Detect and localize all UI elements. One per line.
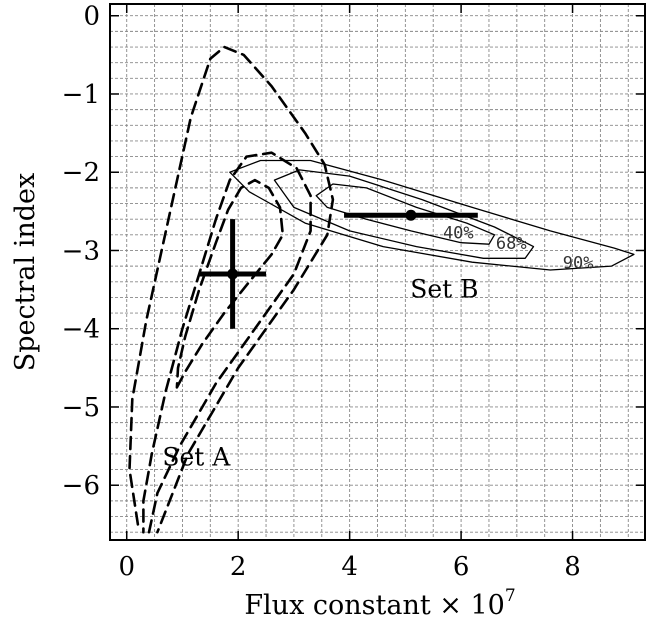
x-tick-label: 6 [453,552,470,582]
x-tick-labels: 0 2 4 6 8 [118,552,580,582]
y-tick-label: −2 [62,158,100,188]
x-axis-exponent: 7 [505,586,516,606]
set-a-best-fit-point [227,268,239,280]
x-tick-label: 8 [564,552,581,582]
y-tick-label: −5 [62,393,100,423]
set-label: Set A [162,443,231,472]
y-tick-label: −1 [62,80,100,110]
y-tick-label: −4 [62,315,100,345]
x-tick-label: 2 [230,552,247,582]
set-b-best-fit-point [405,209,417,221]
x-axis-title: Flux constant × 107 [244,586,515,621]
x-tick-label: 0 [118,552,135,582]
contour-label: 68% [496,234,527,254]
x-tick-label: 4 [341,552,358,582]
y-tick-label: 0 [83,2,100,32]
y-tick-labels: 0 −1 −2 −3 −4 −5 −6 [62,2,100,501]
axis-ticks [110,4,645,540]
set-label: Set B [410,274,478,303]
y-tick-label: −3 [62,236,100,266]
set-b-contour-68 [273,169,535,259]
contour-label: 90% [563,253,594,273]
y-axis-title: Spectral index [10,173,41,371]
set-a-contour-68 [142,151,312,534]
set-b-contour-90 [229,159,635,271]
plot-frame [109,3,646,541]
contour-label: 40% [443,224,474,244]
grid [110,4,645,540]
annotations: Set A Set B 40% 68% 90% [162,224,593,472]
error-bars [199,209,478,329]
set-a-contour-40 [175,178,285,389]
set-a-contour-90 [128,45,335,534]
y-tick-label: −6 [62,471,100,501]
